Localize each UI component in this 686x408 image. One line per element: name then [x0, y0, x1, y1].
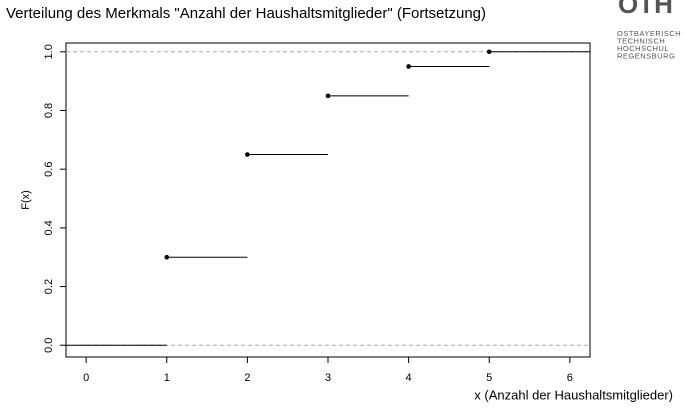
step-point — [325, 93, 331, 99]
step-point — [406, 64, 411, 69]
step-point — [245, 152, 250, 157]
x-axis-label: x (Anzahl der Haushaltsmitglieder) — [474, 387, 673, 402]
y-tick-label: 0.2 — [43, 279, 55, 294]
y-tick-label: 0.8 — [43, 103, 55, 118]
logo-text: HOCHSCHUL — [617, 44, 669, 53]
step-point — [486, 49, 492, 55]
logo: OTH — [618, 0, 673, 19]
logo-text: OSTBAYERISCH — [617, 29, 681, 38]
y-axis-label: F(x) — [20, 190, 32, 210]
y-tick-label: 0.0 — [43, 338, 55, 353]
x-tick-label: 1 — [164, 372, 170, 384]
logo-text: TECHNISCH — [617, 36, 665, 45]
step-point — [164, 254, 170, 260]
x-tick-label: 3 — [325, 372, 331, 384]
logo-text: REGENSBURG — [617, 51, 675, 60]
chart-title: Verteilung des Merkmals "Anzahl der Haus… — [6, 5, 486, 22]
x-tick-label: 2 — [244, 372, 250, 384]
x-tick-label: 6 — [567, 372, 573, 384]
x-tick-label: 0 — [83, 372, 89, 384]
x-tick-label: 5 — [486, 372, 492, 384]
plot-frame — [65, 42, 591, 358]
y-tick-label: 0.4 — [43, 220, 55, 235]
y-tick-label: 1.0 — [43, 44, 55, 59]
x-tick-label: 4 — [406, 372, 412, 384]
y-tick-label: 0.6 — [43, 162, 55, 177]
logo-mark: OTH — [618, 0, 673, 19]
